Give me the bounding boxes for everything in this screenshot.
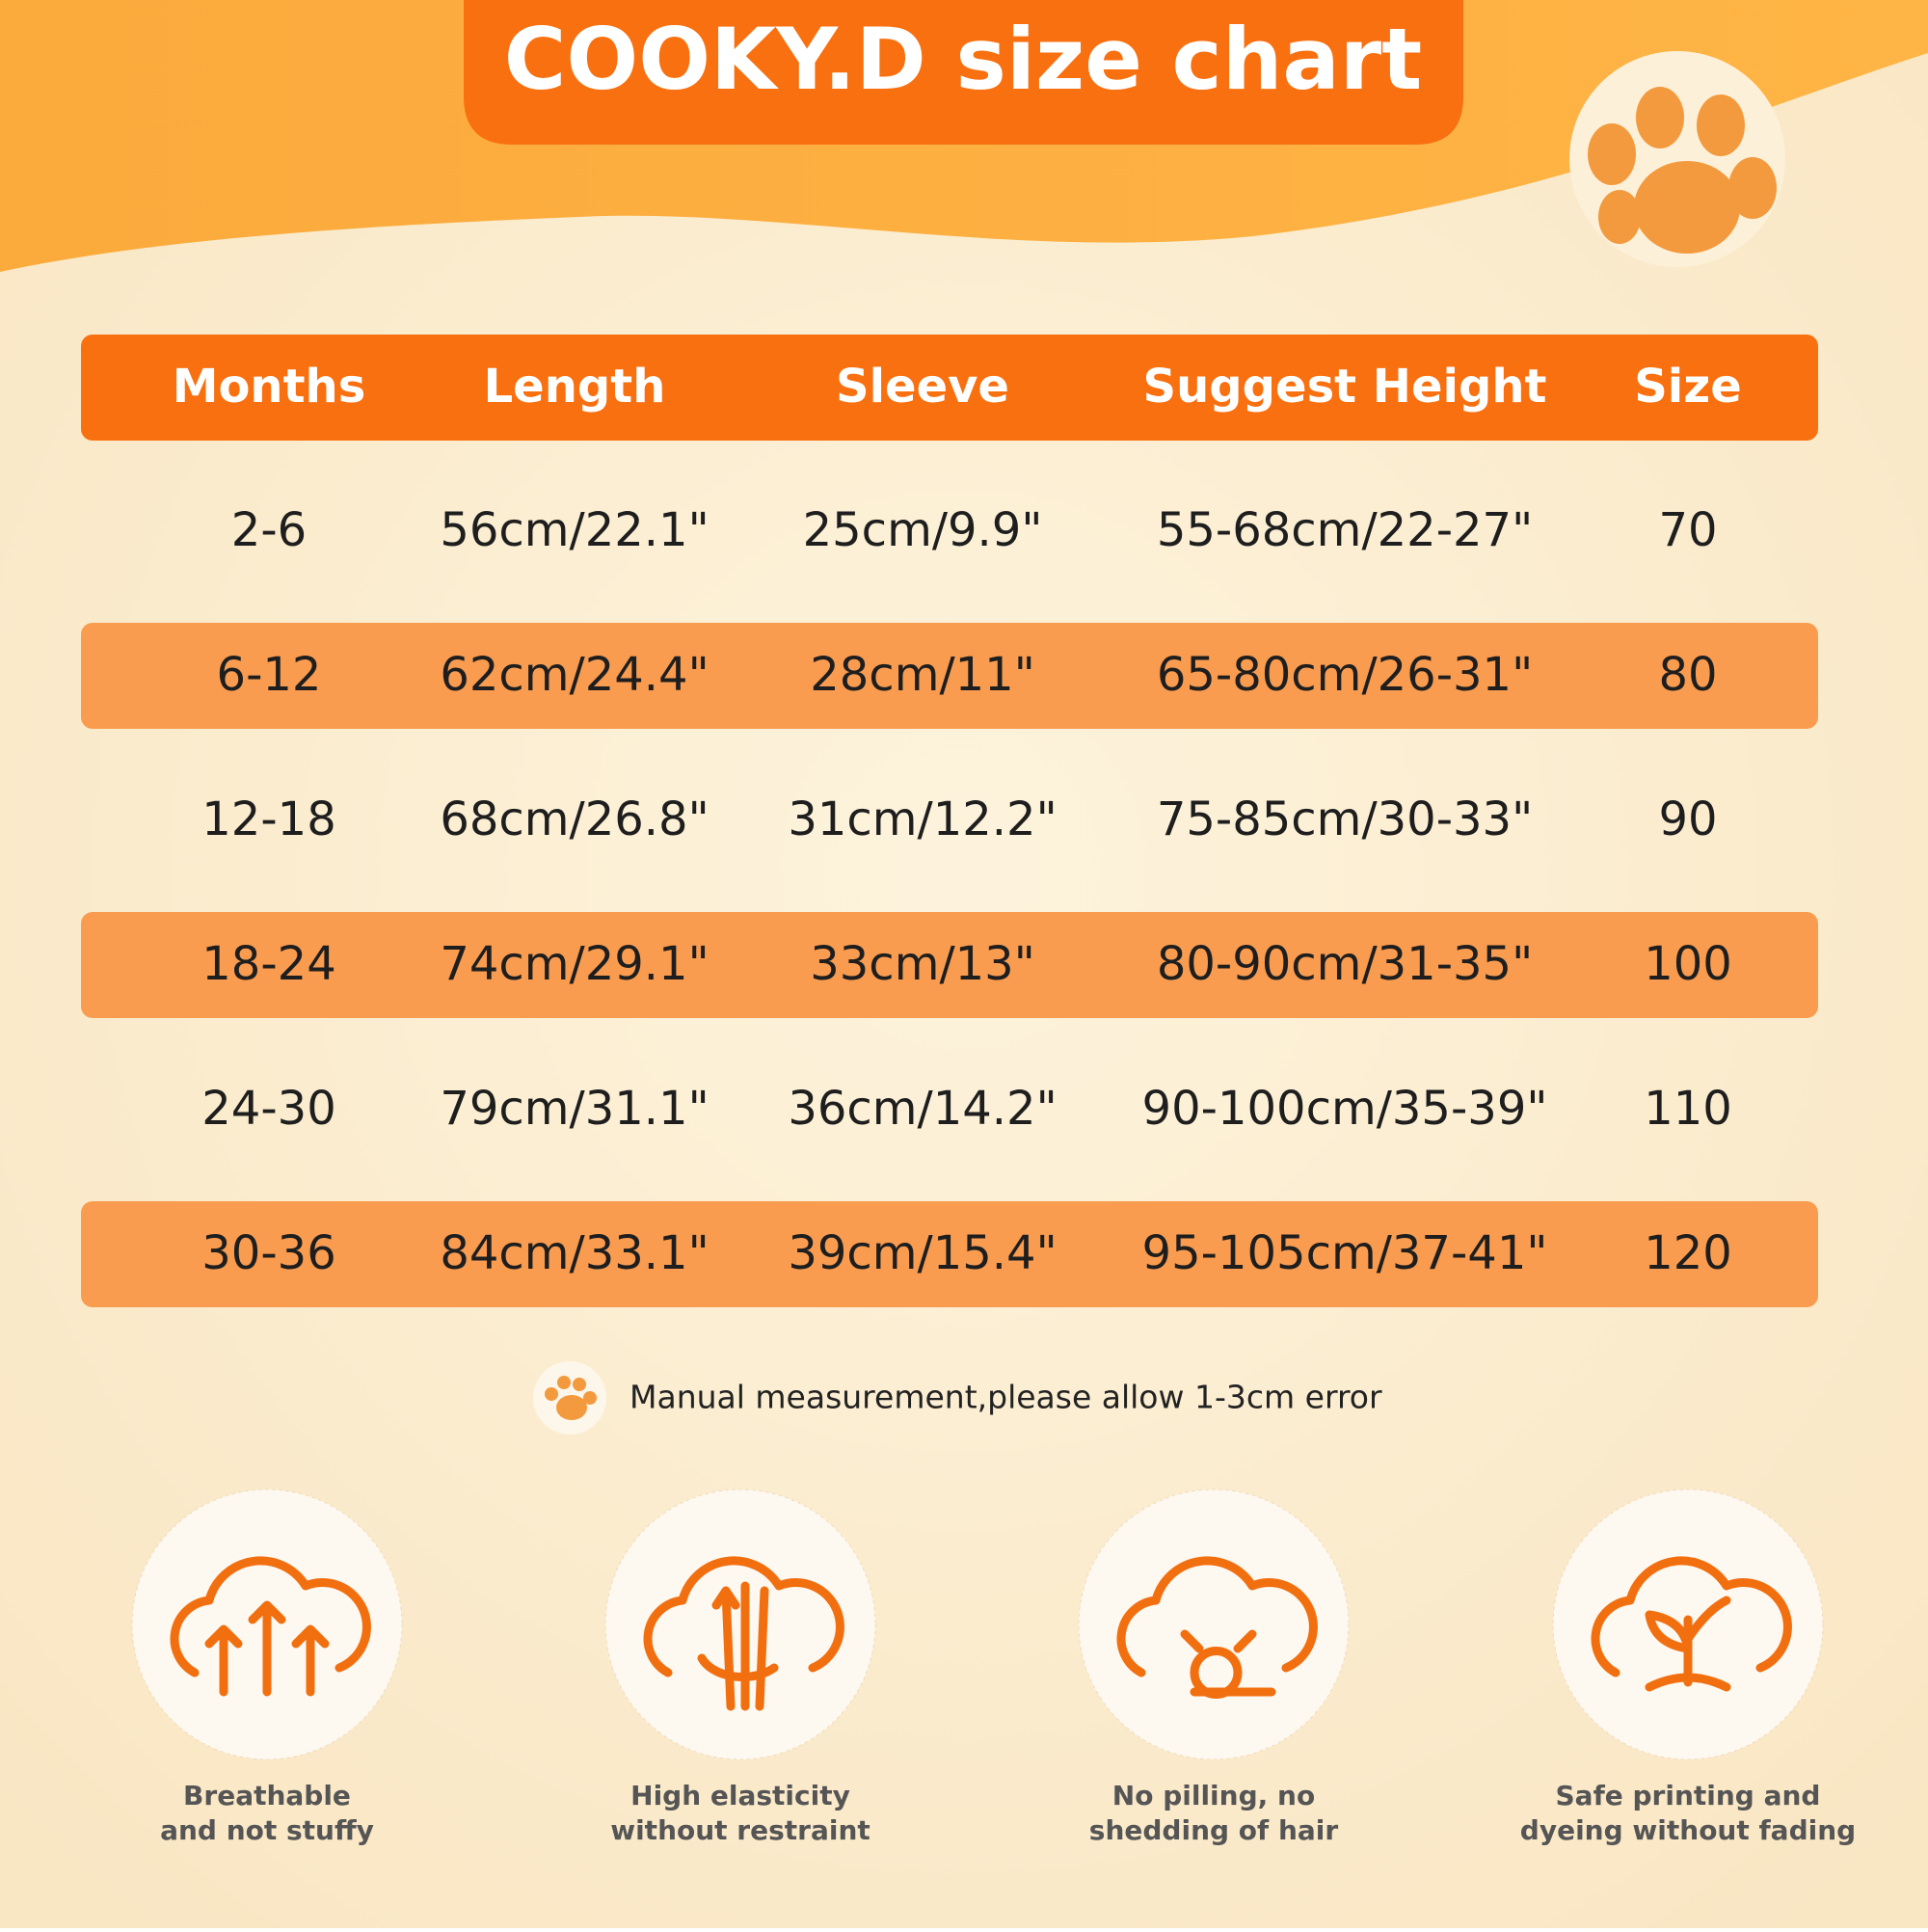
row-stripe — [81, 1201, 1818, 1307]
column-header: Suggest Height — [1143, 360, 1547, 414]
title: COOKY.D size chart — [504, 10, 1422, 109]
cell: 100 — [1644, 937, 1732, 991]
column-header: Months — [173, 360, 366, 414]
cell: 18-24 — [201, 937, 335, 991]
cell: 28cm/11" — [810, 648, 1035, 702]
cell: 120 — [1644, 1226, 1732, 1280]
column-header: Length — [484, 360, 666, 414]
feature-caption: Safe printing and — [1556, 1780, 1821, 1811]
cell: 75-85cm/30-33" — [1157, 792, 1533, 846]
row-stripe — [81, 912, 1818, 1018]
feature-circle — [604, 1489, 876, 1760]
cell: 30-36 — [201, 1226, 335, 1280]
cell: 84cm/33.1" — [440, 1226, 709, 1280]
feature-caption: shedding of hair — [1089, 1814, 1339, 1846]
cell: 36cm/14.2" — [788, 1082, 1057, 1136]
cell: 74cm/29.1" — [440, 937, 709, 991]
feature-icon — [643, 1556, 844, 1711]
header-row — [81, 335, 1818, 441]
feature-caption: Breathable — [183, 1780, 351, 1811]
row-stripe — [81, 623, 1818, 729]
cell: 39cm/15.4" — [788, 1226, 1057, 1280]
cell: 80 — [1658, 648, 1717, 702]
paw-small — [533, 1361, 606, 1435]
paw-large — [1569, 51, 1785, 267]
cell: 33cm/13" — [810, 937, 1035, 991]
cell: 2-6 — [231, 503, 307, 557]
cell: 95-105cm/37-41" — [1142, 1226, 1548, 1280]
note: Manual measurement,please allow 1-3cm er… — [629, 1379, 1382, 1416]
feature-icon — [1591, 1556, 1792, 1692]
feature-caption: dyeing without fading — [1520, 1814, 1856, 1846]
cell: 62cm/24.4" — [440, 648, 709, 702]
feature-icon — [170, 1556, 371, 1697]
cell: 90 — [1658, 792, 1717, 846]
cell: 6-12 — [217, 648, 322, 702]
title-box — [464, 0, 1463, 145]
cell: 25cm/9.9" — [803, 503, 1043, 557]
feature-circle — [1078, 1489, 1350, 1760]
cell: 68cm/26.8" — [440, 792, 709, 846]
cell: 80-90cm/31-35" — [1157, 937, 1533, 991]
cell: 56cm/22.1" — [440, 503, 709, 557]
column-header: Sleeve — [836, 360, 1009, 414]
cell: 12-18 — [201, 792, 335, 846]
cell: 90-100cm/35-39" — [1142, 1082, 1548, 1136]
cell: 55-68cm/22-27" — [1157, 503, 1533, 557]
cell: 110 — [1644, 1082, 1732, 1136]
cell: 31cm/12.2" — [788, 792, 1057, 846]
feature-caption: No pilling, no — [1112, 1780, 1315, 1811]
column-header: Size — [1634, 360, 1742, 414]
cell: 79cm/31.1" — [440, 1082, 709, 1136]
feature-icon — [1116, 1556, 1318, 1699]
cell: 65-80cm/26-31" — [1157, 648, 1533, 702]
feature-caption: and not stuffy — [160, 1814, 374, 1846]
feature-caption: without restraint — [610, 1814, 870, 1846]
cell: 70 — [1658, 503, 1717, 557]
cell: 24-30 — [201, 1082, 335, 1136]
feature-caption: High elasticity — [630, 1780, 850, 1811]
table: Months Length Sleeve Suggest Height Size 2-6 5… — [81, 360, 1818, 1307]
